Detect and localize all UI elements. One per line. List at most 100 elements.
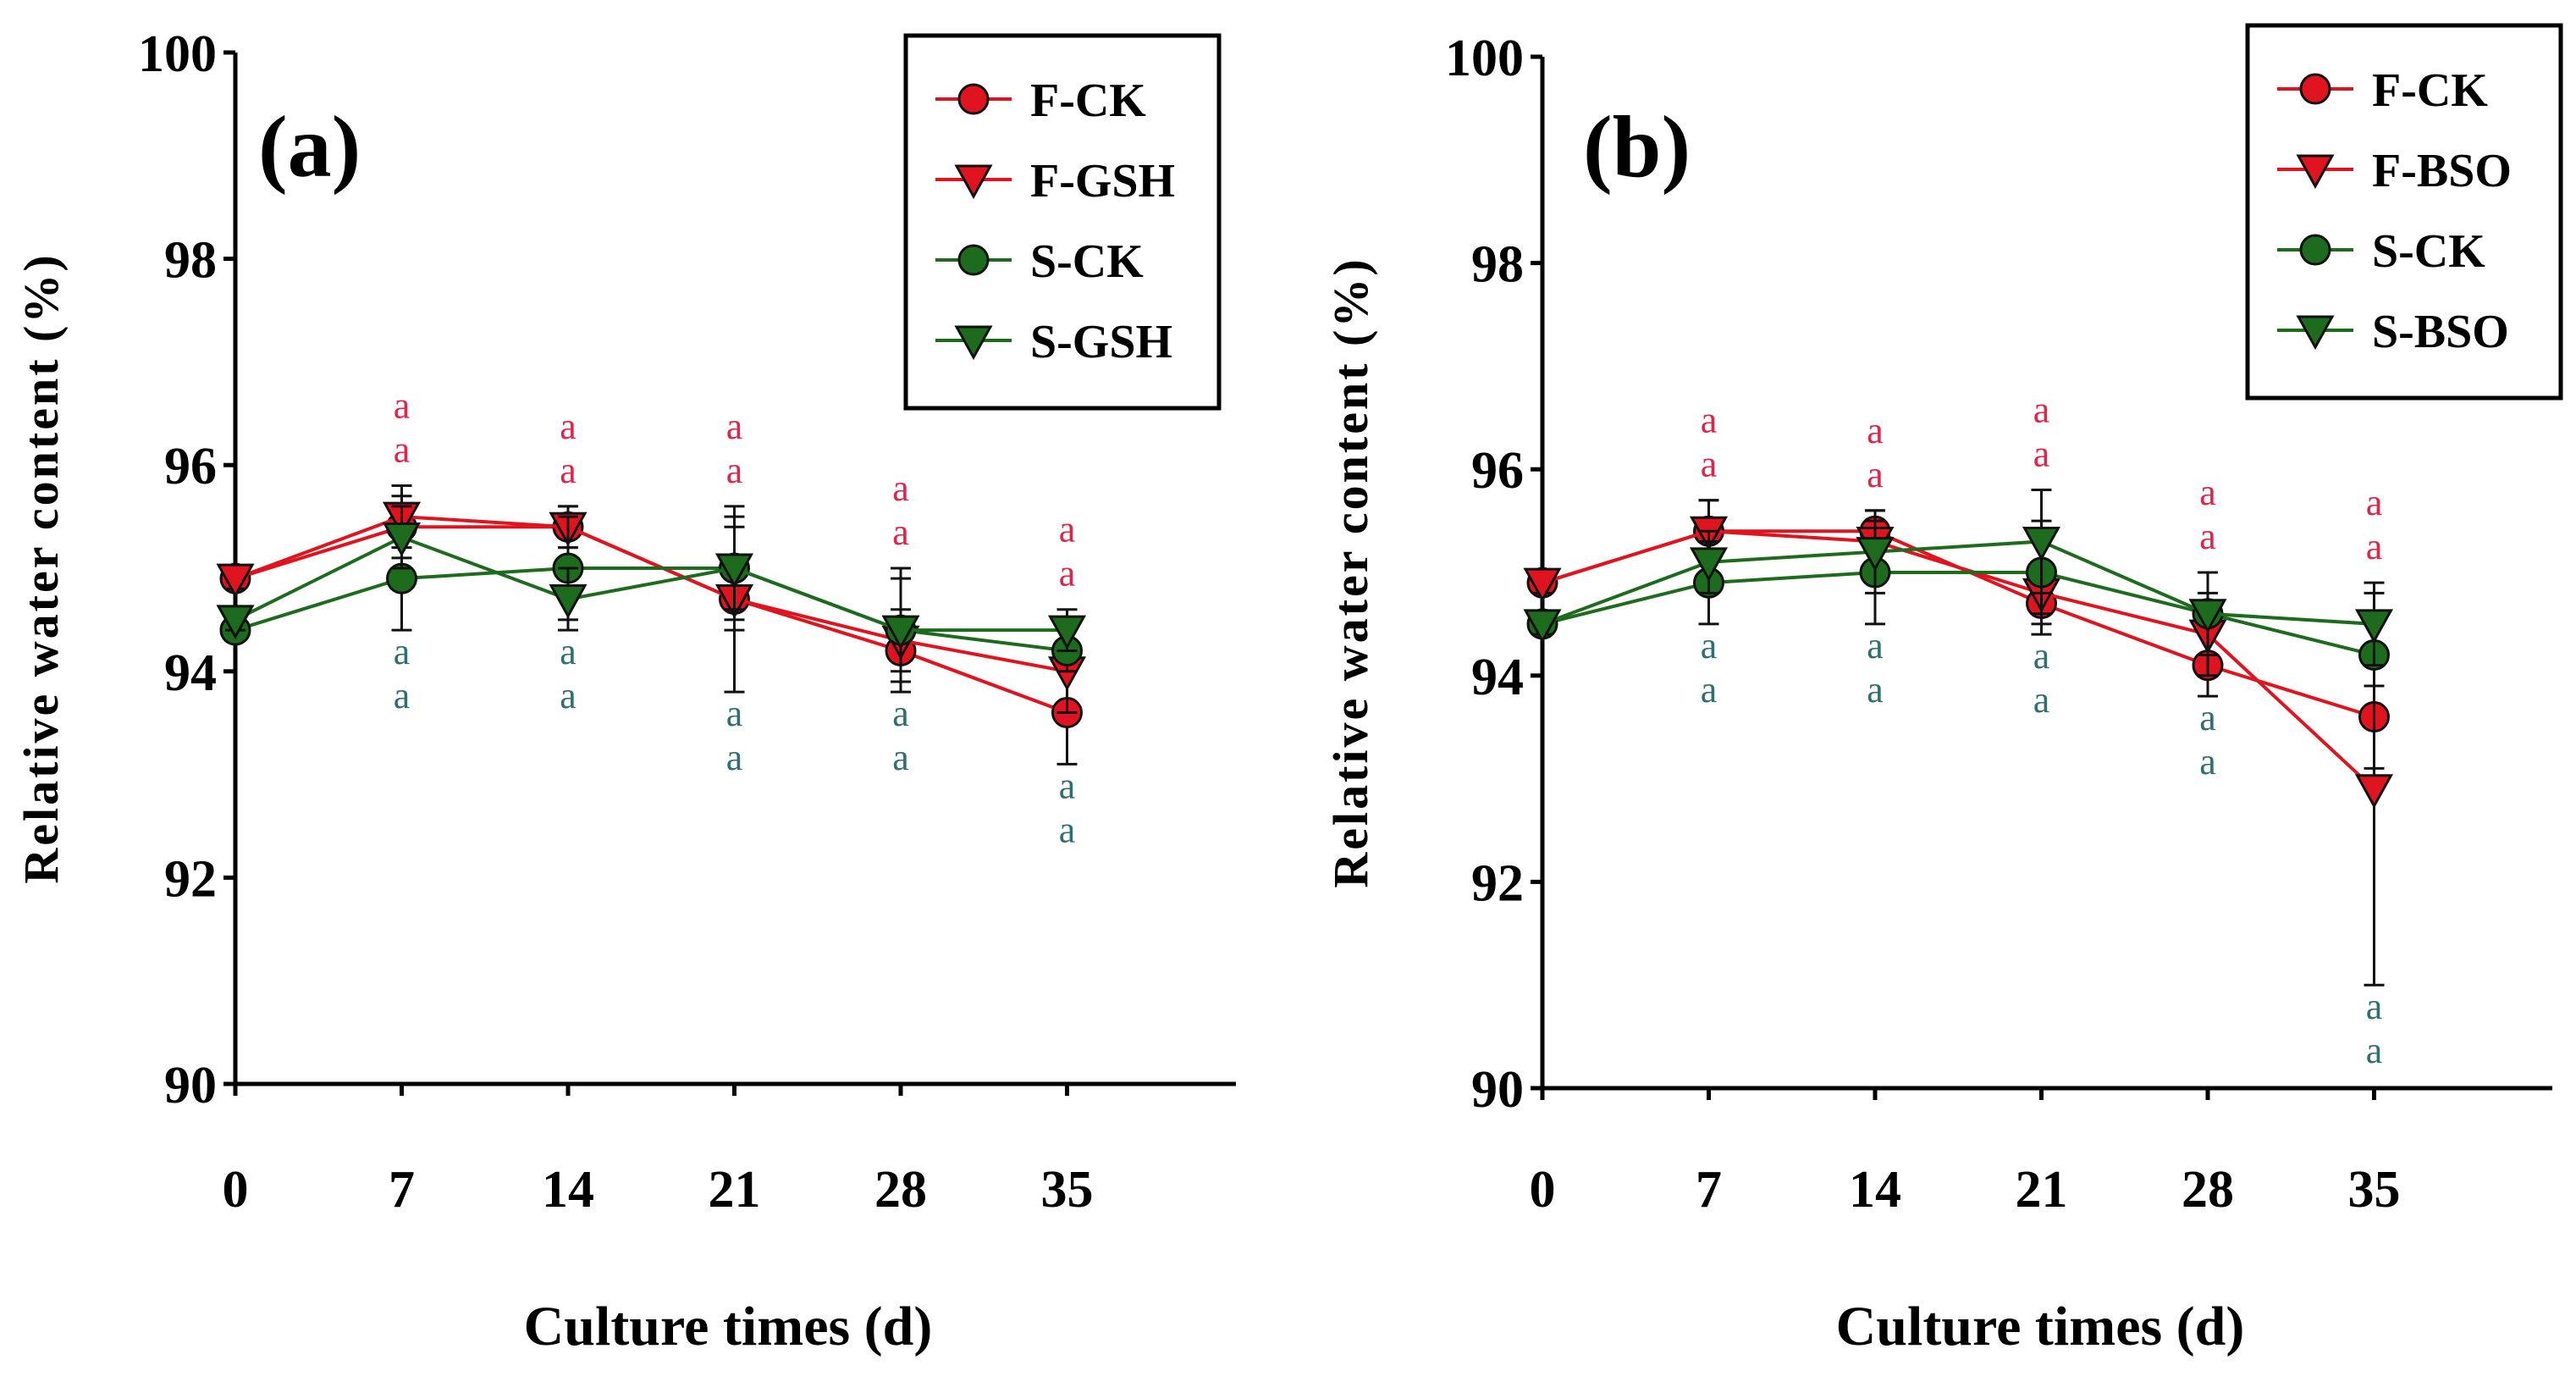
significance-letter: a [2033,635,2050,677]
significance-letter: a [1701,669,1718,710]
significance-letter: a [1701,400,1718,441]
series-line [234,567,1067,653]
legend-marker [954,164,993,200]
significance-letter: a [2199,516,2216,557]
y-tick-label: 94 [1471,649,1524,706]
series-line [234,515,1067,673]
significance-letter: a [1867,454,1884,495]
y-tick-label: 90 [164,1057,217,1114]
significance-letter: a [394,429,411,471]
x-tick-label: 7 [1696,1161,1722,1219]
legend-item: F-CK [935,75,1146,127]
x-tick-label: 21 [709,1161,761,1219]
legend-marker [2299,234,2331,266]
data-point [2354,609,2394,644]
y-tick-label: 100 [1445,30,1524,87]
y-tick-label: 100 [138,25,217,83]
significance-letter: a [726,406,743,447]
significance-letter: a [2199,697,2216,738]
y-tick-label: 98 [1471,236,1524,294]
significance-letter: a [560,631,576,672]
data-point [1689,547,1729,582]
significance-letter: a [1059,765,1076,806]
significance-letter: a [394,631,411,672]
panel-label: (b) [1583,98,1691,196]
series-line [1542,571,2375,657]
legend-label: S-CK [1030,235,1144,288]
significance-letter: a [394,675,411,716]
series-s-gsh [216,505,1087,683]
y-tick-label: 92 [164,850,217,908]
y-axis-label: Relative water content (%) [14,252,69,883]
series-line [1542,529,2375,791]
panel-a: 90 92 94 96 98 100 0 7 14 21 28 35 Culture times (d)… [14,25,1236,1357]
data-point [1856,537,1895,572]
y-tick-label: 92 [1471,854,1524,912]
x-axis-label: Culture times (d) [1836,1296,2245,1357]
significance-letter: a [560,675,576,716]
significance-letter: a [1059,553,1076,594]
legend-marker [2299,73,2331,105]
legend-item: F-BSO [2277,145,2512,197]
significance-letter: a [1867,625,1884,666]
legend-marker [954,325,993,361]
legend-label: S-BSO [2372,306,2509,358]
legend-box [2245,23,2563,401]
significance-letter: a [1701,444,1718,485]
data-point [2022,526,2061,561]
significance-letter: a [560,406,576,447]
x-tick-label: 0 [223,1161,249,1219]
significance-letter: a [726,693,743,734]
legend: F-CK F-BSO S-CK S-BSO [2245,23,2563,401]
y-tick-label: 94 [164,644,217,702]
legend-label: F-CK [2372,64,2488,117]
significance-letter: a [2033,390,2050,431]
x-tick-label: 0 [1530,1161,1556,1219]
significance-letter: a [726,737,743,778]
significance-letter: a [726,450,743,491]
significance-letter: a [892,511,909,553]
legend-item: S-BSO [2277,306,2509,358]
significance-letter: a [1867,669,1884,710]
series-line [1542,539,2375,626]
data-point [1523,609,1562,644]
legend-label: F-BSO [2372,145,2512,197]
significance-letter: a [394,385,411,427]
y-tick-label: 90 [1471,1061,1524,1119]
data-point [216,605,255,639]
legend-item: S-GSH [935,316,1172,368]
significance-letter: a [892,737,909,778]
legend-label: F-CK [1030,75,1146,127]
significance-letter: a [2366,986,2383,1027]
series-line [234,525,1068,715]
data-point [1523,567,1562,603]
panel-b: 90 92 94 96 98 100 0 7 14 21 28 35 Culture times (d)… [1323,23,2563,1357]
legend-marker [2296,315,2335,351]
x-tick-label: 21 [2016,1161,2068,1219]
significance-letter: a [2199,741,2216,782]
legend-item: S-CK [935,235,1144,288]
x-tick-label: 14 [1849,1161,1901,1219]
legend-marker [957,244,990,276]
data-point [2188,599,2227,633]
significance-letter: a [1059,509,1076,550]
legend-marker [2296,154,2335,190]
significance-letter: a [1059,809,1076,850]
legend-item: S-CK [2277,225,2485,278]
significance-letter: a [1701,625,1718,666]
legend-label: S-GSH [1030,316,1172,368]
legend-item: F-GSH [935,155,1175,207]
data-point [714,553,754,589]
series-s-bso [1523,489,2394,667]
data-point [1047,615,1087,650]
data-point [549,584,587,619]
significance-letter: a [2366,1030,2383,1071]
x-tick-label: 7 [389,1161,415,1219]
significance-letter: a [2033,434,2050,475]
legend-item: F-CK [2277,64,2488,117]
significance-letter: a [560,450,576,491]
x-tick-label: 14 [542,1161,594,1219]
data-point [216,563,255,599]
